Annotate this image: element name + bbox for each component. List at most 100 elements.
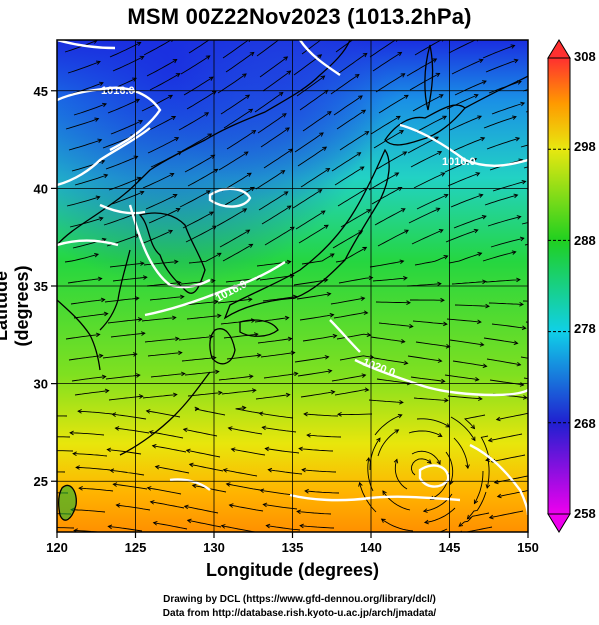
map-grid <box>57 40 528 532</box>
streamline <box>255 170 285 190</box>
streamline-arrowhead <box>306 433 311 438</box>
streamline <box>258 191 289 211</box>
streamline <box>299 314 334 321</box>
streamline-arrowhead <box>94 117 100 122</box>
streamline-arrowhead <box>320 75 326 80</box>
streamline-arrowhead <box>177 350 183 356</box>
streamline <box>260 127 290 148</box>
streamline <box>108 525 143 532</box>
streamline <box>408 430 443 437</box>
streamline-arrowhead <box>397 186 403 191</box>
streamline <box>447 395 482 400</box>
streamline-arrowhead <box>98 216 104 222</box>
streamline-arrowhead <box>477 252 483 257</box>
y-axis-label: Latitude (degrees) <box>0 265 32 347</box>
streamline <box>372 52 402 72</box>
streamline <box>296 75 325 97</box>
streamline <box>187 168 218 187</box>
streamline <box>179 190 211 208</box>
streamline <box>382 490 411 511</box>
streamline <box>301 40 322 55</box>
streamline-arrowhead <box>103 311 109 317</box>
streamline-arrowhead <box>145 409 151 414</box>
streamline <box>222 243 253 262</box>
streamline <box>374 414 402 436</box>
streamline <box>146 282 181 287</box>
streamline <box>304 413 339 417</box>
streamline <box>229 504 264 512</box>
streamline-arrowhead <box>171 116 177 121</box>
streamline-arrowhead <box>358 230 364 235</box>
streamline <box>67 278 102 284</box>
latitude-ticks: 25 30 35 40 45 <box>34 84 57 489</box>
streamline-arrowhead <box>458 522 464 527</box>
streamline <box>302 469 337 473</box>
x-tick-label: 130 <box>203 540 225 555</box>
streamline <box>266 525 301 531</box>
streamline-arrowhead <box>114 426 120 431</box>
streamline <box>152 445 187 453</box>
streamline-arrowhead <box>356 152 362 157</box>
streamline-arrowhead <box>399 130 405 135</box>
streamline <box>464 526 493 532</box>
streamline <box>104 77 137 93</box>
streamline-arrowhead <box>191 483 197 489</box>
streamline <box>376 378 411 384</box>
streamline-arrowhead <box>408 323 414 329</box>
streamline <box>223 108 253 129</box>
streamline-arrowhead <box>368 275 374 281</box>
streamline <box>345 533 379 534</box>
streamline-arrowhead <box>97 138 103 144</box>
streamline-arrowhead <box>521 325 527 331</box>
streamline-arrowhead <box>404 229 409 234</box>
streamline-arrowhead <box>380 518 386 523</box>
streamline <box>187 392 222 397</box>
streamline <box>142 394 177 399</box>
streamline-arrowhead <box>77 409 82 414</box>
streamline-arrowhead <box>185 448 191 454</box>
streamline <box>485 59 518 73</box>
streamline <box>339 355 374 361</box>
streamline-arrowhead <box>172 59 178 64</box>
streamline <box>486 358 521 366</box>
streamline-arrowhead <box>519 236 525 242</box>
streamline-arrowhead <box>394 429 400 434</box>
streamline <box>451 281 486 285</box>
streamline <box>70 299 105 305</box>
streamline <box>370 336 405 343</box>
streamline-arrowhead <box>482 279 487 285</box>
streamline <box>144 338 179 343</box>
streamline-arrowhead <box>37 512 41 516</box>
colorbar-fill <box>547 57 571 515</box>
streamline-arrowhead <box>168 229 174 234</box>
streamline-arrowhead <box>214 369 220 375</box>
streamline-arrowhead <box>245 94 251 99</box>
streamline <box>183 301 218 306</box>
streamline-arrowhead <box>423 519 429 525</box>
streamline-arrowhead <box>258 411 264 416</box>
streamline-arrowhead <box>109 468 115 473</box>
streamline <box>259 412 294 419</box>
streamline <box>337 187 368 207</box>
streamline <box>182 211 214 229</box>
streamline-arrowhead <box>284 315 290 321</box>
streamline <box>305 490 340 494</box>
streamline <box>407 355 442 362</box>
streamline-arrowhead <box>362 246 368 252</box>
streamline <box>376 151 407 170</box>
streamline-arrowhead <box>337 412 342 417</box>
streamline-arrowhead <box>174 336 180 342</box>
streamline-arrowhead <box>146 486 152 491</box>
streamline <box>453 215 487 229</box>
streamline <box>451 59 483 75</box>
streamline <box>104 297 139 303</box>
streamline-arrowhead <box>320 210 326 215</box>
streamline <box>489 379 524 386</box>
streamline-arrowhead <box>95 332 101 338</box>
streamline-arrowhead <box>98 353 104 359</box>
streamline <box>66 196 100 207</box>
streamline-arrowhead <box>317 189 323 194</box>
streamline <box>411 450 441 465</box>
streamline-arrowhead <box>438 229 444 234</box>
streamline <box>489 510 524 519</box>
